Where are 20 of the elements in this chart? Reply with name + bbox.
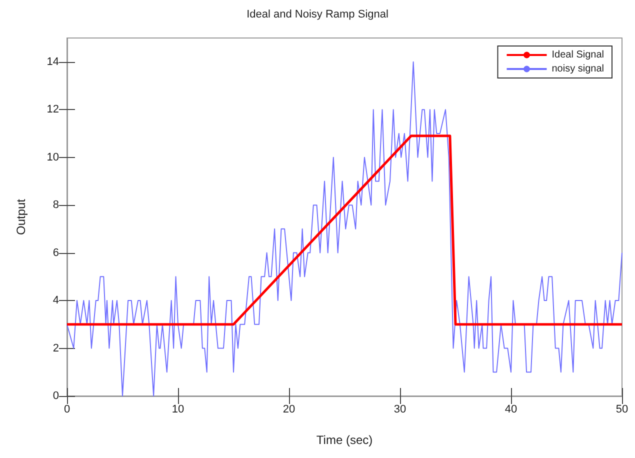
x-tick-label: 50 xyxy=(616,404,628,416)
x-tick-label: 20 xyxy=(282,404,296,416)
x-tick-label: 40 xyxy=(504,404,518,416)
x-tick-label: 30 xyxy=(394,404,406,416)
y-tick-label: 0 xyxy=(52,390,59,402)
legend-label: Ideal Signal xyxy=(552,50,604,60)
line-series xyxy=(66,61,622,396)
y-tick-label: 8 xyxy=(52,199,59,212)
y-tick-label: 2 xyxy=(52,342,59,354)
y-tick-label: 4 xyxy=(52,294,59,307)
y-tick-label: 6 xyxy=(52,246,59,259)
y-tick-label: 10 xyxy=(46,151,59,164)
x-axis-title: Time (sec) xyxy=(316,433,373,447)
legend-label: noisy signal xyxy=(552,64,604,74)
x-tick-label: 10 xyxy=(172,404,184,416)
chart-title: Ideal and Noisy Ramp Signal xyxy=(246,8,388,20)
y-tick-label: 12 xyxy=(46,104,59,116)
x-tick-label: 0 xyxy=(64,404,70,416)
y-tick-label: 14 xyxy=(46,56,59,68)
y-axis-title: Output xyxy=(14,198,28,236)
